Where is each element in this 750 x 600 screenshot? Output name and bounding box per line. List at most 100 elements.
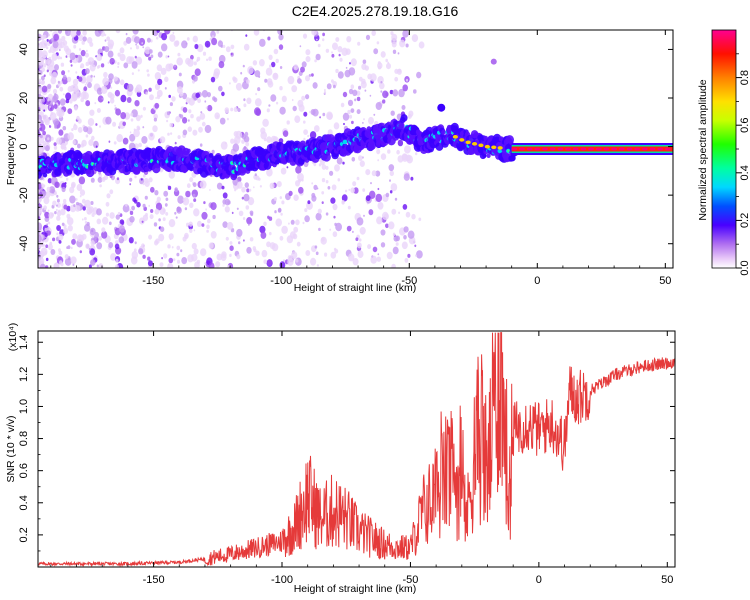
spectrogram-noise-blob [254, 70, 261, 78]
spectrogram-noise-blob [321, 201, 324, 205]
spectrogram-noise-blob [160, 67, 167, 75]
spectrogram-noise-blob [130, 256, 138, 265]
spectrogram-noise-blob [81, 233, 87, 240]
spectrogram-noise-blob [213, 71, 220, 79]
spectrogram-noise-blob [138, 142, 143, 148]
spectrogram-noise-blob [233, 106, 238, 112]
spectrogram-noise-blob [351, 120, 354, 125]
spectrogram-noise-blob [142, 254, 146, 259]
spectrogram-noise-blob [276, 101, 279, 105]
spectrogram-noise-blob [350, 108, 355, 113]
spectrogram-noise-blob [335, 222, 342, 232]
spectrogram-noise-blob [120, 112, 127, 120]
spectrogram-noise-blob [377, 187, 380, 191]
spectrogram-noise-blob [125, 32, 128, 36]
spectrogram-noise-blob [398, 88, 405, 98]
spectrogram-noise-blob [295, 219, 300, 226]
spectrogram-noise-blob [57, 30, 62, 34]
spectrogram-noise-blob [288, 190, 293, 196]
spectrogram-noise-blob [141, 136, 148, 144]
spectrogram-band-blob [486, 153, 491, 158]
spectrogram-noise-blob [47, 243, 53, 251]
spectrogram-noise-blob [329, 228, 332, 231]
spectrogram-noise-blob [182, 129, 188, 136]
spectrogram-noise-blob [249, 210, 254, 216]
spectrogram-noise-blob [324, 88, 326, 92]
spectrogram-noise-blob [188, 109, 192, 114]
spectrogram-noise-blob [291, 98, 294, 102]
spectrogram-noise-blob [108, 140, 111, 143]
spectrogram-noise-blob [314, 125, 320, 133]
spectrogram-noise-blob [154, 102, 160, 109]
spectrogram-noise-blob [279, 86, 283, 91]
spectrogram-noise-blob [102, 216, 109, 225]
spectrogram-noise-blob [144, 177, 149, 184]
spectrogram-noise-blob [225, 46, 231, 53]
snr-y-tick-label: 0.2 [18, 527, 30, 542]
spectrogram-noise-blob [48, 49, 52, 54]
spectrogram-noise-blob [350, 187, 356, 194]
spectrogram-noise-blob [117, 211, 121, 216]
spectrogram-noise-blob [388, 164, 395, 172]
spectrogram-noise-blob [313, 184, 318, 191]
spectrogram-noise-blob [241, 196, 244, 200]
spectrogram-noise-blob [162, 208, 166, 213]
spectrogram-noise-blob [206, 229, 209, 233]
spectrogram-noise-blob [350, 84, 355, 89]
spectrogram-noise-blob [273, 48, 279, 55]
snr-y-tick-label: 1.2 [18, 367, 30, 382]
spectrogram-noise-blob [47, 209, 50, 212]
spectrogram-noise-blob [52, 40, 59, 49]
spectrogram-y-tick-label: 20 [18, 92, 30, 104]
spectrogram-noise-blob [87, 118, 95, 126]
spectrogram-noise-blob [104, 33, 107, 37]
spectrogram-noise-blob [88, 264, 92, 268]
spectrogram-noise-blob [323, 91, 327, 94]
spectrogram-noise-blob [78, 34, 84, 42]
spectrogram-noise-blob [305, 250, 311, 256]
spectrogram-noise-blob [115, 108, 121, 116]
spectrogram-noise-blob [90, 177, 95, 183]
spectrogram-noise-blob [385, 192, 390, 198]
spectrogram-noise-blob [198, 126, 203, 133]
spectrogram-noise-blob [50, 136, 54, 141]
spectrogram-noise-blob [97, 176, 103, 183]
spectrogram-noise-blob [58, 233, 64, 241]
spectrogram-noise-blob [185, 97, 191, 104]
spectrogram-peak-core [507, 149, 510, 152]
spectrogram-noise-blob [155, 202, 163, 211]
spectrogram-noise-blob [71, 93, 78, 102]
spectrogram-noise-blob [103, 71, 108, 78]
spectrogram-noise-blob [119, 79, 125, 86]
spectrogram-noise-blob [305, 94, 310, 100]
spectrogram-noise-blob [52, 237, 56, 242]
spectrogram-noise-blob [67, 69, 70, 73]
spectrogram-noise-blob [391, 33, 398, 42]
spectrogram-noise-blob [147, 256, 151, 261]
spectrogram-noise-blob [150, 186, 155, 193]
spectrogram-noise-blob [210, 231, 217, 239]
spectrogram-noise-blob [104, 46, 110, 53]
spectrogram-noise-blob [413, 89, 417, 94]
spectrogram-noise-blob [377, 65, 382, 70]
spectrogram-noise-blob [134, 175, 137, 179]
spectrogram-noise-blob [365, 169, 371, 176]
spectrogram-noise-blob [113, 76, 118, 82]
spectrogram-noise-blob [106, 36, 111, 41]
spectrogram-noise-blob [291, 85, 298, 93]
spectrogram-y-axis-label: Frequency (Hz) [5, 113, 17, 185]
spectrogram-noise-blob [261, 249, 268, 258]
spectrogram-noise-blob [147, 73, 150, 77]
spectrogram-noise-blob [298, 186, 304, 194]
spectrogram-noise-blob [357, 242, 362, 249]
spectrogram-noise-blob [222, 203, 225, 207]
spectrogram-noise-blob [404, 258, 409, 263]
spectrogram-noise-blob [122, 137, 129, 145]
spectrogram-noise-blob [162, 217, 166, 222]
spectrogram-noise-blob [80, 91, 87, 100]
spectrogram-noise-blob [67, 225, 73, 232]
spectrogram-noise-blob [133, 129, 140, 138]
spectrogram-noise-blob [201, 223, 205, 227]
spectrogram-noise-blob [298, 179, 302, 183]
spectrogram-noise-blob [338, 53, 341, 57]
